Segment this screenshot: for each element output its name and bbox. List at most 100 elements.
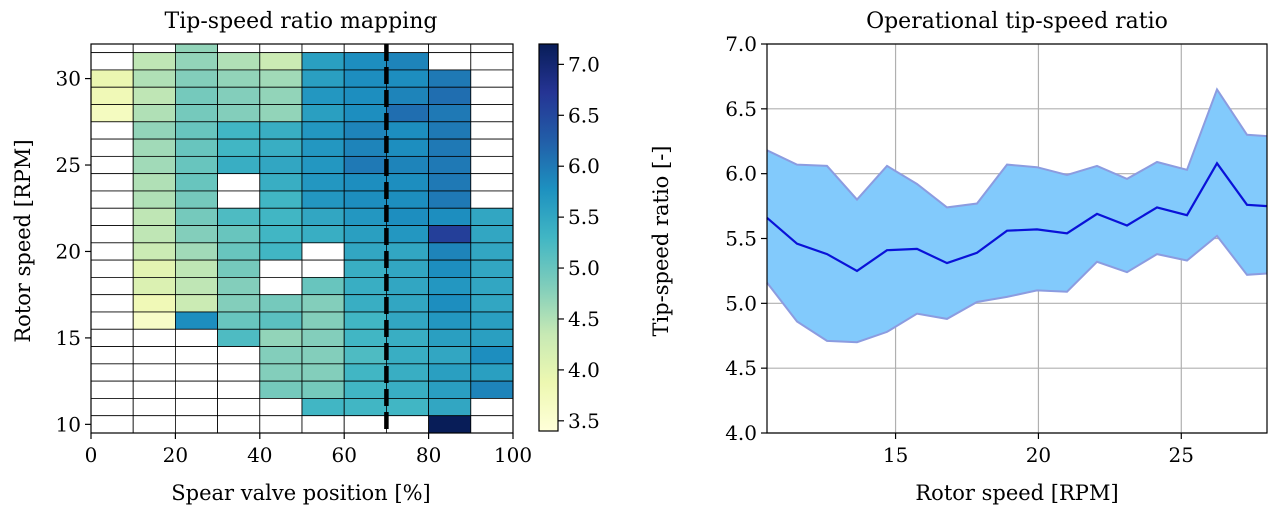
heatmap-cell <box>343 380 387 399</box>
heatmap-cell <box>470 380 514 399</box>
heatmap-cell <box>217 242 261 261</box>
heatmap-cell <box>259 363 303 382</box>
heatmap-cell <box>174 242 218 261</box>
heatmap-cell <box>174 225 218 244</box>
y-tick-label: 4.0 <box>725 421 757 445</box>
heatmap-cell <box>343 398 387 417</box>
heatmap-cell <box>470 138 514 157</box>
heatmap-cell <box>301 415 345 434</box>
colorbar-ticks: 3.5 4.0 4.5 5.0 5.5 6.0 6.5 7.0 <box>558 52 600 433</box>
heatmap-cell <box>301 346 345 365</box>
heatmap-cell <box>90 259 134 278</box>
heatmap-cell <box>301 294 345 313</box>
colorbar-tick-label: 4.5 <box>568 307 600 331</box>
y-tick-label: 25 <box>56 153 81 177</box>
heatmap-cell <box>259 173 303 192</box>
heatmap-cell <box>132 173 176 192</box>
heatmap-cell <box>174 328 218 347</box>
heatmap-cell <box>343 52 387 71</box>
heatmap-cell <box>217 207 261 226</box>
heatmap-cell <box>385 380 429 399</box>
heatmap-cell <box>217 276 261 296</box>
heatmap-cell <box>132 328 176 347</box>
y-tick-label: 7.0 <box>725 32 757 56</box>
heatmap-cell <box>259 415 303 434</box>
heatmap-cell <box>428 207 472 226</box>
heatmap-cell <box>174 398 218 417</box>
colorbar-tick-label: 6.5 <box>568 103 600 127</box>
heatmap-cell <box>132 259 176 278</box>
heatmap-cell <box>428 225 472 244</box>
heatmap-cell <box>428 121 472 140</box>
y-tick-label: 6.0 <box>725 162 757 186</box>
heatmap-cell <box>470 276 514 296</box>
heatmap-cell <box>259 52 303 71</box>
colorbar-tick-label: 7.0 <box>568 52 600 76</box>
heatmap-cell <box>343 121 387 140</box>
colorbar-tick-label: 3.5 <box>568 409 600 433</box>
heatmap-cell <box>343 346 387 365</box>
heatmap-cell <box>90 398 134 417</box>
heatmap-cell <box>301 363 345 382</box>
heatmap-cell <box>217 328 261 347</box>
heatmap-cell <box>428 43 472 54</box>
heatmap-cell <box>301 398 345 417</box>
heatmap-cell <box>301 52 345 71</box>
colorbar-tick-label: 5.5 <box>568 205 600 229</box>
tsr-upper-edge <box>766 87 1268 209</box>
heatmap-cell <box>174 259 218 278</box>
heatmap-cell <box>385 190 429 209</box>
x-tick-label: 20 <box>163 443 188 467</box>
heatmap-cell <box>301 69 345 88</box>
heatmap-cell <box>90 69 134 88</box>
line-y-ticks: 4.0 4.5 5.0 5.5 6.0 6.5 7.0 <box>725 32 767 445</box>
heatmap-cell <box>343 259 387 278</box>
heatmap-cell <box>428 311 472 330</box>
heatmap-cell <box>259 43 303 54</box>
tsr-lower-edge <box>766 234 1268 344</box>
heatmap-cell <box>259 276 303 296</box>
line-y-label: Tip-speed ratio [-] <box>649 146 673 337</box>
heatmap-cell <box>132 380 176 399</box>
heatmap-cell <box>217 346 261 365</box>
heatmap-cell <box>259 311 303 330</box>
heatmap-y-label: Rotor speed [RPM] <box>11 139 35 342</box>
heatmap-cell <box>385 346 429 365</box>
heatmap-cell <box>301 155 345 175</box>
heatmap-cell <box>90 155 134 175</box>
heatmap-cell <box>90 138 134 157</box>
heatmap-cell <box>343 138 387 157</box>
heatmap-cell <box>301 242 345 261</box>
heatmap-cell <box>428 155 472 175</box>
heatmap-cell <box>259 86 303 105</box>
heatmap-cell <box>217 69 261 88</box>
heatmap-cell <box>259 69 303 88</box>
heatmap-cell <box>90 190 134 209</box>
heatmap-cell <box>343 104 387 123</box>
heatmap-cell <box>174 190 218 209</box>
heatmap-cell <box>301 104 345 123</box>
heatmap-cell <box>470 86 514 105</box>
heatmap-cell <box>90 52 134 71</box>
heatmap-cell <box>301 86 345 105</box>
heatmap-cell <box>174 276 218 296</box>
y-tick-label: 6.5 <box>725 97 757 121</box>
heatmap-cell <box>343 190 387 209</box>
heatmap-cell <box>343 294 387 313</box>
heatmap-cell <box>343 225 387 244</box>
heatmap-cell <box>90 86 134 105</box>
heatmap-cell <box>217 121 261 140</box>
heatmap-cell <box>90 242 134 261</box>
heatmap-cell <box>470 398 514 417</box>
heatmap-cell <box>470 259 514 278</box>
heatmap-cell <box>385 276 429 296</box>
heatmap-cell <box>217 415 261 434</box>
heatmap-cell <box>343 155 387 175</box>
x-tick-label: 100 <box>494 443 532 467</box>
heatmap-cell <box>428 415 472 434</box>
heatmap-cell <box>217 86 261 105</box>
heatmap-cell <box>385 207 429 226</box>
x-tick-label: 0 <box>85 443 98 467</box>
heatmap-cell <box>301 190 345 209</box>
